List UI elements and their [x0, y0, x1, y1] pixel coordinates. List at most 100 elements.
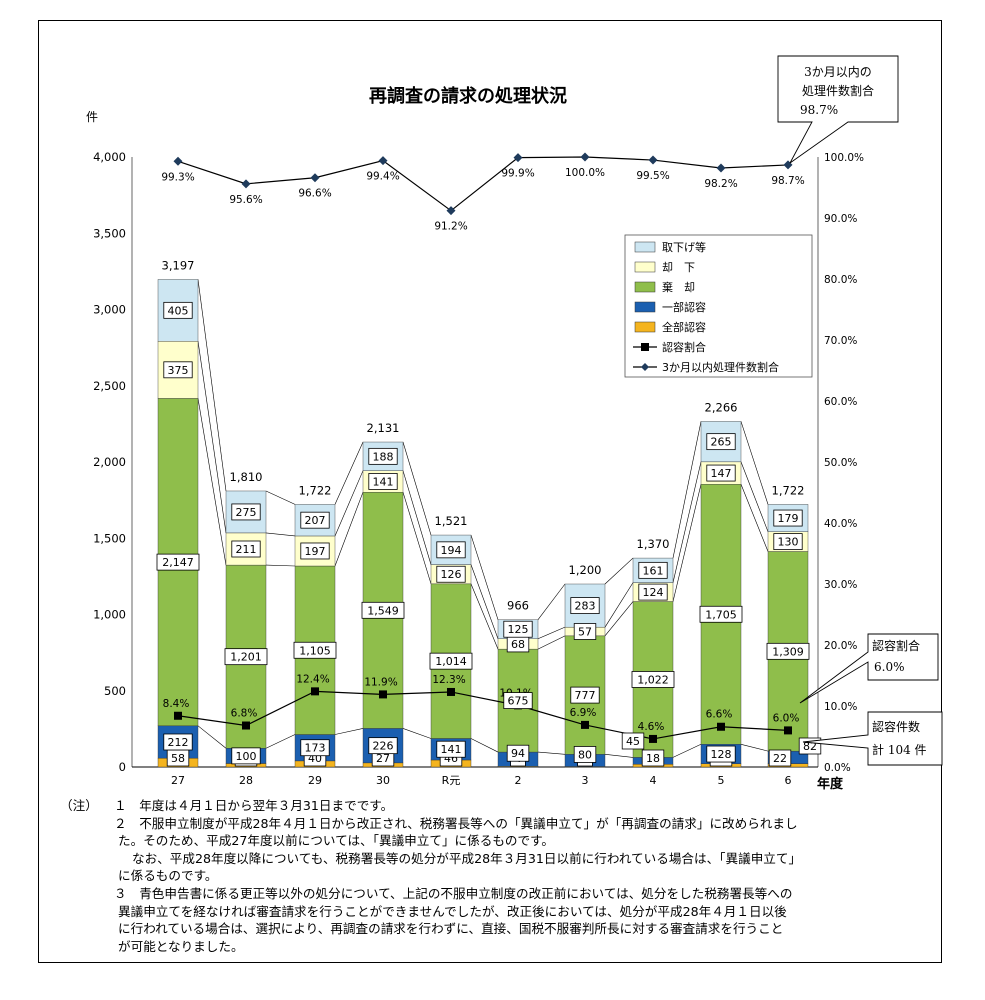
- right-tick-label: 40.0%: [824, 518, 857, 530]
- connector-line: [470, 583, 499, 650]
- value-box-ichibu: [506, 744, 530, 762]
- connector-line: [672, 421, 702, 559]
- value-label-kikyaku: 2,147: [162, 556, 194, 569]
- value-box-ichibu: [436, 740, 466, 758]
- marker-ratio: [447, 687, 455, 696]
- x-tick-label: 29: [308, 774, 322, 787]
- value-box-kikyaku: [293, 641, 337, 659]
- connector-line: [604, 754, 634, 758]
- callout-three-month-text: 98.7%: [800, 103, 838, 117]
- note-3-line-4: が可能となりました。: [118, 938, 244, 954]
- three-month-label: 96.6%: [298, 188, 331, 200]
- left-tick-label: 3,500: [93, 226, 126, 240]
- value-box-ichibu: [621, 732, 645, 750]
- value-box-ichibu: [231, 747, 261, 765]
- ratio-label: 6.6%: [706, 709, 733, 721]
- value-box-torisage: [368, 447, 398, 465]
- value-box-kikyaku: [699, 605, 743, 623]
- marker-three-month: [513, 153, 523, 163]
- value-label-kyakka: 124: [643, 586, 664, 599]
- value-box-torisage: [436, 541, 466, 559]
- x-tick-label: 5: [718, 774, 725, 787]
- value-label-ichibu: 100: [236, 750, 257, 763]
- value-box-ichibu: [163, 733, 193, 751]
- legend-swatch-kyakka: [634, 261, 656, 273]
- connector-line: [265, 532, 296, 537]
- left-tick-label: 0: [119, 760, 126, 774]
- three-month-label: 98.2%: [704, 178, 737, 190]
- note-2-line-2: た。そのため、平成27年度以前については、「異議申立て」に係るものです。: [118, 833, 555, 849]
- value-box-kyakka: [638, 583, 668, 601]
- marker-three-month: [378, 156, 388, 166]
- total-label: 1,521: [435, 514, 468, 528]
- connector-line: [470, 564, 499, 639]
- line-ratio: [177, 690, 789, 740]
- legend-label: 全部認容: [662, 320, 706, 334]
- connector-line: [537, 635, 566, 650]
- marker-ratio: [717, 722, 725, 731]
- value-box-torisage: [231, 503, 261, 521]
- right-tick-label: 60.0%: [824, 396, 857, 408]
- ratio-label: 12.3%: [432, 674, 465, 686]
- callout-ratio-text: 6.0%: [874, 660, 905, 674]
- value-label-torisage: 283: [575, 600, 596, 613]
- three-month-label: 100.0%: [565, 167, 605, 179]
- connector-line: [334, 441, 364, 505]
- x-tick-label: 28: [239, 774, 253, 787]
- connector-line: [537, 583, 566, 620]
- connector-line: [197, 398, 227, 566]
- note-2-line-3: なお、平成28年度以降についても、税務署長等の処分が平成28年３月31日以前に行…: [132, 850, 802, 866]
- value-label-torisage: 188: [373, 450, 394, 463]
- value-label-torisage: 179: [778, 512, 799, 525]
- connector-line: [402, 728, 432, 739]
- connector-line: [334, 492, 364, 567]
- value-label-torisage: 194: [441, 544, 462, 557]
- x-tick-label: 27: [171, 774, 185, 787]
- connector-line: [537, 751, 566, 755]
- connector-line: [402, 492, 432, 584]
- callout-ratio: [799, 633, 939, 704]
- value-label-zenbu: 18: [646, 752, 660, 765]
- connector-line: [537, 626, 566, 640]
- value-label-kikyaku: 1,309: [772, 645, 804, 658]
- value-label-torisage: 275: [236, 506, 257, 519]
- note-3-line-1: ３ 青色申告書に係る更正等以外の処分について、上記の不服申立制度の改正前において…: [114, 886, 793, 901]
- value-label-kikyaku: 1,014: [435, 655, 467, 668]
- legend-swatch-torisage: [634, 241, 656, 253]
- value-label-ichibu: 212: [168, 736, 189, 749]
- value-box-zenbu: [768, 749, 792, 767]
- value-label-ichibu: 141: [441, 743, 462, 756]
- value-label-torisage: 265: [711, 436, 732, 449]
- value-box-kyakka: [773, 533, 803, 551]
- value-box-kyakka: [436, 565, 466, 583]
- three-month-label: 91.2%: [434, 221, 467, 233]
- ratio-label: 12.4%: [296, 673, 329, 685]
- left-tick-label: 2,500: [93, 379, 126, 393]
- marker-ratio: [379, 690, 387, 699]
- value-label-kyakka: 68: [511, 638, 525, 651]
- marker-three-month: [241, 179, 251, 189]
- value-box-ichibu: [300, 739, 330, 757]
- value-label-torisage: 405: [168, 304, 189, 317]
- callout-count-text: 認容件数: [872, 719, 920, 734]
- connector-line: [402, 470, 432, 565]
- legend-marker-three-month: [641, 363, 649, 371]
- value-label-torisage: 161: [643, 564, 664, 577]
- total-label: 1,200: [569, 563, 602, 577]
- callout-three-month-text: 3か月以内の: [804, 65, 872, 79]
- legend-swatch-kikyaku: [634, 281, 656, 293]
- left-tick-label: 1,500: [93, 531, 126, 545]
- legend-swatch-zenbu: [634, 321, 656, 333]
- connector-line: [265, 490, 296, 505]
- right-tick-label: 30.0%: [824, 579, 857, 591]
- callout-count: [802, 711, 943, 766]
- value-box-kikyaku: [361, 601, 405, 619]
- connector-line: [672, 484, 702, 602]
- legend-swatch-ichibu: [634, 301, 656, 313]
- value-box-ichibu: [368, 737, 398, 755]
- connector-line: [740, 743, 769, 752]
- three-month-label: 99.4%: [366, 171, 399, 183]
- ratio-label: 6.8%: [231, 708, 258, 720]
- x-tick-label: 4: [650, 774, 657, 787]
- value-label-zenbu: 27: [376, 752, 390, 765]
